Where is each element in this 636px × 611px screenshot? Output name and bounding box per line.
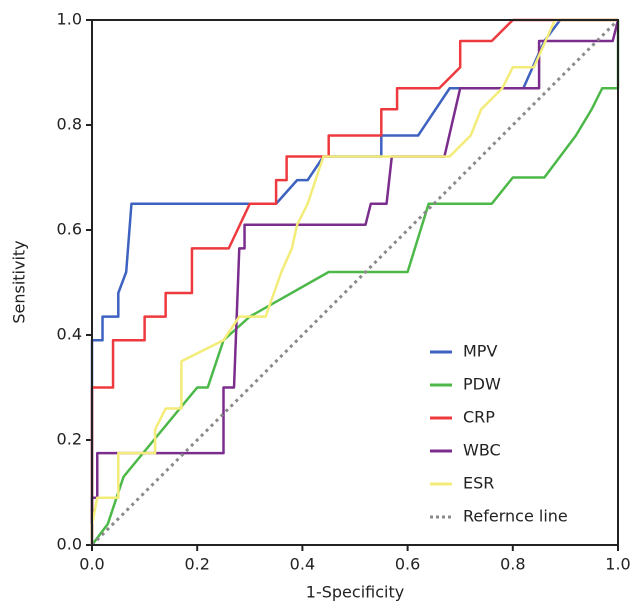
legend-label: PDW [463, 375, 501, 394]
x-tick-label: 0.8 [500, 555, 525, 574]
legend-label: WBC [463, 441, 501, 460]
x-tick-label: 0.0 [79, 555, 104, 574]
legend-label: MPV [463, 342, 497, 361]
series-line [91, 20, 620, 546]
x-tick-label: 1.0 [605, 555, 630, 574]
y-tick-label: 0.2 [57, 430, 82, 449]
series-line [90, 18, 618, 545]
y-tick-label: 0.0 [57, 535, 82, 554]
x-tick-label: 0.4 [290, 555, 315, 574]
x-axis-label: 1-Specificity [306, 583, 404, 602]
y-tick-label: 0.8 [57, 115, 82, 134]
legend-label: Refernce line [463, 507, 568, 526]
series-line [90, 18, 618, 545]
y-tick-label: 0.6 [57, 220, 82, 239]
x-tick-label: 0.2 [184, 555, 209, 574]
y-tick-label: 0.4 [57, 325, 82, 344]
series-line [90, 18, 620, 547]
plot-frame [91, 19, 619, 546]
y-axis-label: Sensitivity [10, 240, 29, 323]
legend-label: ESR [463, 474, 494, 493]
legend-label: CRP [463, 408, 495, 427]
x-tick-label: 0.6 [395, 555, 420, 574]
y-tick-label: 1.0 [57, 10, 82, 29]
